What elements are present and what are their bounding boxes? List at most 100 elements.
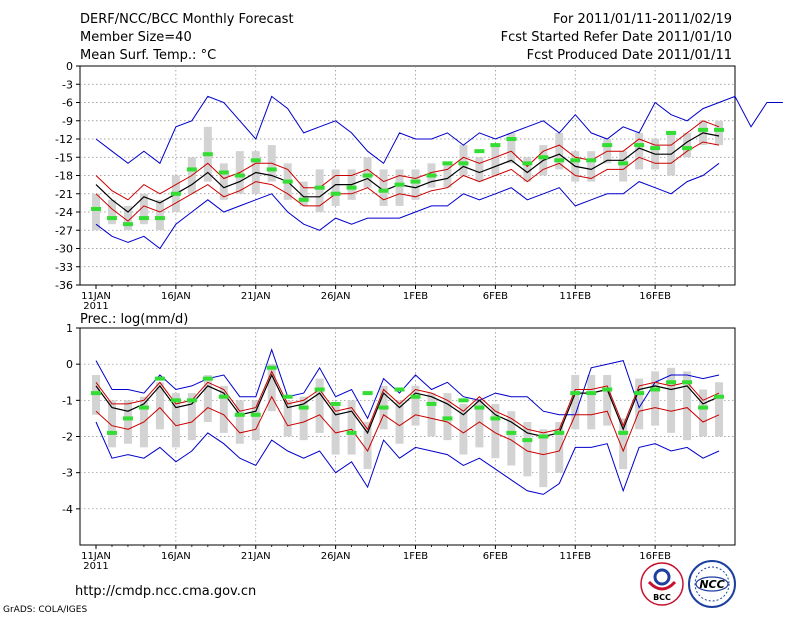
observed-marker xyxy=(682,380,693,385)
observed-marker xyxy=(650,146,661,151)
ensemble-spread-bar xyxy=(699,389,708,437)
x-tick-label: 16FEB xyxy=(639,291,671,302)
ensemble-spread-bar xyxy=(699,120,708,146)
x-tick-label: 1FEB xyxy=(403,551,428,562)
ensemble-spread-bar xyxy=(187,393,196,441)
observed-marker xyxy=(218,394,229,399)
ensemble-spread-bar xyxy=(203,126,212,182)
observed-marker xyxy=(618,430,629,435)
observed-marker xyxy=(602,387,613,392)
observed-marker xyxy=(554,158,565,163)
observed-marker xyxy=(538,155,549,160)
observed-marker xyxy=(410,394,421,399)
plot-frame xyxy=(79,327,736,546)
observed-marker xyxy=(458,398,469,403)
footer-url: http://cmdp.ncc.cma.gov.cn xyxy=(75,584,257,599)
bcc-logo: BCC xyxy=(640,562,684,606)
observed-marker xyxy=(91,391,101,396)
observed-marker xyxy=(506,430,517,435)
ensemble-spread-bar xyxy=(363,422,372,470)
y-tick-label: -4 xyxy=(62,503,73,516)
observed-marker xyxy=(570,158,581,163)
ensemble-spread-bar xyxy=(587,151,596,182)
ensemble-spread-bar xyxy=(523,422,532,477)
x-tick-label: 21JAN xyxy=(241,551,271,562)
chart-panel-2: -4 -3 -2 -1 0 1 11JAN 16JAN 21JAN 26JAN 1FEB 6FEB 11… xyxy=(62,322,736,572)
observed-marker xyxy=(490,143,501,148)
observed-marker xyxy=(410,179,421,184)
ensemble-spread-bar xyxy=(587,375,596,430)
observed-marker xyxy=(282,179,293,184)
ensemble-spread-bar xyxy=(427,393,436,437)
ensemble-spread-bar xyxy=(555,422,564,473)
series-ensemble-max xyxy=(95,348,720,420)
ensemble-spread-bar xyxy=(715,382,724,437)
y-tick-label: -9 xyxy=(62,115,73,128)
ensemble-spread-bar xyxy=(92,375,100,415)
ensemble-spread-bar xyxy=(107,199,116,225)
ensemble-spread-bar xyxy=(683,371,692,441)
ensemble-spread-bar xyxy=(667,367,676,433)
series-upper-spread xyxy=(95,120,720,201)
observed-marker xyxy=(282,394,293,399)
ensemble-spread-bar xyxy=(619,151,628,182)
x-tick-label: 11FEB xyxy=(559,551,591,562)
observed-marker xyxy=(394,387,405,392)
forecast-period-text: For 2011/01/11-2011/02/19 xyxy=(553,12,732,27)
y-tick-label: -15 xyxy=(55,151,73,164)
observed-marker xyxy=(714,394,725,399)
observed-marker xyxy=(266,167,277,172)
ensemble-spread-bar xyxy=(395,400,404,444)
ensemble-spread-bar xyxy=(571,151,580,182)
observed-marker xyxy=(154,216,165,221)
ensemble-spread-bar xyxy=(171,393,180,448)
observed-marker xyxy=(202,152,213,157)
x-year-label: 2011 xyxy=(83,561,108,572)
grads-credit: GrADS: COLA/IGES xyxy=(3,605,88,615)
ensemble-spread-bar xyxy=(283,400,292,437)
y-tick-label: -3 xyxy=(62,467,73,480)
x-tick-label: 16JAN xyxy=(161,291,191,302)
variable-label: Mean Surf. Temp.: °C xyxy=(80,48,217,63)
observed-marker xyxy=(186,167,197,172)
x-tick-label: 11FEB xyxy=(559,291,591,302)
ensemble-spread-bar xyxy=(635,132,644,170)
ensemble-spread-bar xyxy=(219,163,228,200)
series-ensemble-min xyxy=(95,162,720,250)
ensemble-spread-bar xyxy=(635,378,644,430)
x-tick-label: 26JAN xyxy=(321,291,351,302)
observed-marker xyxy=(186,398,197,403)
observed-marker xyxy=(170,398,181,403)
series-ensemble-max xyxy=(95,95,783,165)
y-tick-label: -21 xyxy=(55,188,73,201)
title-text: DERF/NCC/BCC Monthly Forecast xyxy=(80,12,294,27)
observed-marker xyxy=(394,182,405,187)
observed-marker xyxy=(490,416,501,421)
bcc-logo-text: BCC xyxy=(653,593,671,602)
ensemble-spread-bar xyxy=(171,175,180,212)
ensemble-spread-bar xyxy=(299,181,308,206)
x-tick-label: 6FEB xyxy=(483,551,508,562)
observed-marker xyxy=(298,405,309,410)
observed-marker xyxy=(330,401,341,406)
x-tick-label: 1FEB xyxy=(403,291,428,302)
ensemble-spread-bar xyxy=(603,375,612,426)
ensemble-spread-bar xyxy=(683,132,692,158)
x-tick-label: 6FEB xyxy=(483,291,508,302)
observed-marker xyxy=(106,216,117,221)
observed-marker xyxy=(346,185,357,190)
y-tick-label: -27 xyxy=(55,224,73,237)
observed-marker xyxy=(666,380,677,385)
ensemble-spread-bar xyxy=(379,385,388,430)
ensemble-spread-bar xyxy=(507,132,516,164)
observed-marker xyxy=(506,137,517,141)
observed-marker xyxy=(362,391,373,396)
plot-frame xyxy=(79,65,736,286)
observed-marker xyxy=(698,127,709,132)
observed-marker xyxy=(554,430,565,435)
observed-marker xyxy=(458,161,469,166)
ensemble-spread-bar xyxy=(187,157,196,194)
observed-marker xyxy=(378,188,389,193)
ensemble-spread-bar xyxy=(539,429,548,488)
